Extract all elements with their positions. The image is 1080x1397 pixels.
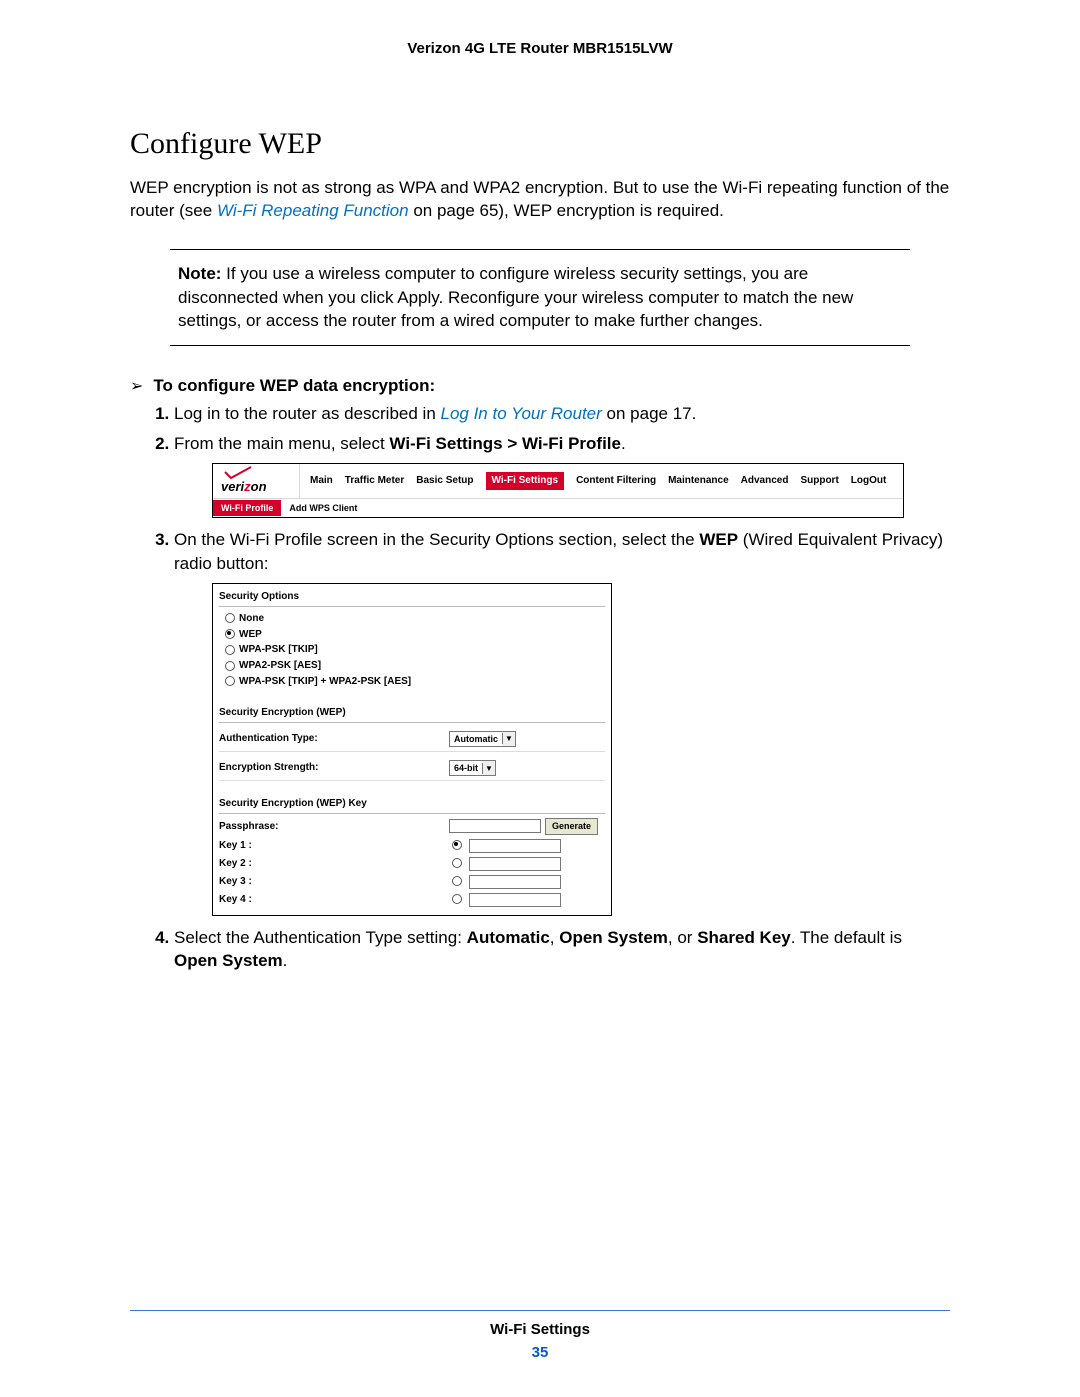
radio-icon xyxy=(225,629,235,639)
radio-icon xyxy=(225,645,235,655)
wep-key-row: Key 4 : xyxy=(219,891,605,909)
nav-screenshot: verizon Main Traffic Meter Basic Setup Wi-F… xyxy=(212,463,904,518)
procedure-title: To configure WEP data encryption: xyxy=(153,376,435,396)
radio-icon xyxy=(225,613,235,623)
wep-key-input[interactable] xyxy=(469,857,561,871)
security-option-wep[interactable]: WEP xyxy=(219,627,605,643)
footer-section: Wi-Fi Settings xyxy=(0,1321,1080,1338)
wep-key-row: Key 2 : xyxy=(219,855,605,873)
security-encryption-title: Security Encryption (WEP) xyxy=(219,704,605,723)
security-option-wpa2-psk-aes-[interactable]: WPA2-PSK [AES] xyxy=(219,658,605,674)
intro-text-b: on page 65), WEP encryption is required. xyxy=(409,201,724,220)
radio-icon[interactable] xyxy=(452,876,462,886)
note-block: Note: If you use a wireless computer to … xyxy=(170,249,910,346)
intro-paragraph: WEP encryption is not as strong as WPA a… xyxy=(130,177,950,223)
page-title: Configure WEP xyxy=(130,127,950,161)
link-login-router[interactable]: Log In to Your Router xyxy=(441,404,602,423)
nav-tab-traffic-meter[interactable]: Traffic Meter xyxy=(345,474,404,488)
generate-button[interactable]: Generate xyxy=(545,818,598,834)
link-wifi-repeating[interactable]: Wi-Fi Repeating Function xyxy=(217,201,409,220)
radio-icon xyxy=(225,676,235,686)
footer-page-number: 35 xyxy=(0,1344,1080,1361)
passphrase-input[interactable] xyxy=(449,819,541,833)
wep-key-row: Key 3 : xyxy=(219,873,605,891)
wep-key-input[interactable] xyxy=(469,875,561,889)
security-option-none[interactable]: None xyxy=(219,611,605,627)
wep-key-input[interactable] xyxy=(469,893,561,907)
nav-tab-basic-setup[interactable]: Basic Setup xyxy=(416,474,473,488)
nav-tab-maintenance[interactable]: Maintenance xyxy=(668,474,729,488)
page-footer: Wi-Fi Settings 35 xyxy=(0,1310,1080,1361)
nav-tab-main[interactable]: Main xyxy=(310,474,333,488)
wep-key-input[interactable] xyxy=(469,839,561,853)
chevron-down-icon: ▼ xyxy=(482,763,495,774)
radio-icon[interactable] xyxy=(452,840,462,850)
nav-tab-support[interactable]: Support xyxy=(800,474,838,488)
sub-tab-add-wps-client[interactable]: Add WPS Client xyxy=(281,500,365,516)
encryption-strength-dropdown[interactable]: 64-bit ▼ xyxy=(449,760,496,776)
step-3: On the Wi-Fi Profile screen in the Secur… xyxy=(174,528,950,916)
nav-tab-advanced[interactable]: Advanced xyxy=(741,474,789,488)
wep-key-label: Key 2 : xyxy=(219,857,449,871)
sub-tab-wi-fi-profile[interactable]: Wi-Fi Profile xyxy=(213,500,281,516)
encryption-strength-label: Encryption Strength: xyxy=(219,761,449,775)
chevron-icon: ➢ xyxy=(130,376,143,396)
note-text: If you use a wireless computer to config… xyxy=(178,264,853,331)
security-options-title: Security Options xyxy=(219,588,605,607)
wep-key-label: Key 4 : xyxy=(219,893,449,907)
passphrase-label: Passphrase: xyxy=(219,820,449,834)
security-options-screenshot: Security Options NoneWEPWPA-PSK [TKIP]WP… xyxy=(212,583,612,916)
chevron-down-icon: ▼ xyxy=(502,733,515,744)
step-2: From the main menu, select Wi-Fi Setting… xyxy=(174,432,950,518)
wep-key-row: Key 1 : xyxy=(219,837,605,855)
step-1: Log in to the router as described in Log… xyxy=(174,402,950,425)
nav-tab-content-filtering[interactable]: Content Filtering xyxy=(576,474,656,488)
nav-tab-logout[interactable]: LogOut xyxy=(851,474,887,488)
radio-icon[interactable] xyxy=(452,858,462,868)
note-label: Note: xyxy=(178,264,221,283)
auth-type-dropdown[interactable]: Automatic ▼ xyxy=(449,731,516,747)
wep-key-label: Key 1 : xyxy=(219,839,449,853)
step-4: Select the Authentication Type setting: … xyxy=(174,926,950,973)
radio-icon xyxy=(225,661,235,671)
wep-key-label: Key 3 : xyxy=(219,875,449,889)
doc-header: Verizon 4G LTE Router MBR1515LVW xyxy=(130,40,950,57)
nav-tab-wi-fi-settings[interactable]: Wi-Fi Settings xyxy=(486,472,565,490)
security-option-wpa-psk-tkip-[interactable]: WPA-PSK [TKIP] xyxy=(219,642,605,658)
verizon-logo: verizon xyxy=(213,464,300,498)
wep-key-title: Security Encryption (WEP) Key xyxy=(219,795,605,814)
auth-type-label: Authentication Type: xyxy=(219,732,449,746)
security-option-wpa-psk-tkip-wpa2-psk-aes-[interactable]: WPA-PSK [TKIP] + WPA2-PSK [AES] xyxy=(219,674,605,690)
radio-icon[interactable] xyxy=(452,894,462,904)
